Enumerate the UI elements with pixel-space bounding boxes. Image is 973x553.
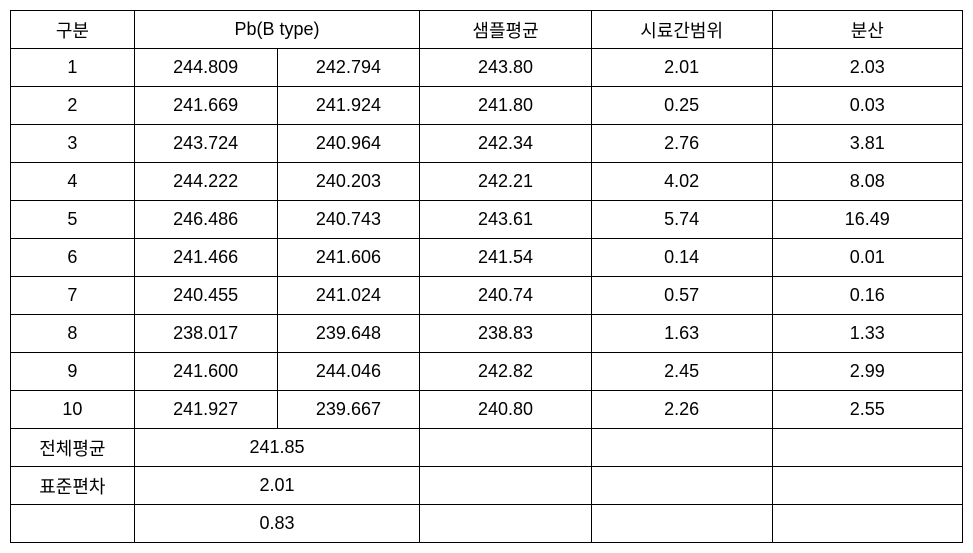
cell-avg: 238.83 [420,315,591,353]
table-row: 9 241.600 244.046 242.82 2.45 2.99 [11,353,963,391]
cell-var: 2.99 [772,353,962,391]
cell-range: 1.63 [591,315,772,353]
cell-pb2: 241.024 [277,277,420,315]
cell-avg: 243.80 [420,49,591,87]
cell-pb1: 241.669 [134,87,277,125]
cell-idx: 5 [11,201,135,239]
table-row: 5 246.486 240.743 243.61 5.74 16.49 [11,201,963,239]
cell-pb2: 241.606 [277,239,420,277]
cell-empty [420,505,591,543]
cell-range: 0.57 [591,277,772,315]
data-table: 구분 Pb(B type) 샘플평균 시료간범위 분산 1 244.809 24… [10,10,963,543]
cell-empty [420,467,591,505]
cell-empty [11,505,135,543]
cell-avg: 240.80 [420,391,591,429]
cell-pb1: 246.486 [134,201,277,239]
cell-range: 0.25 [591,87,772,125]
summary-row-extra: 0.83 [11,505,963,543]
cell-pb2: 242.794 [277,49,420,87]
cell-var: 0.16 [772,277,962,315]
cell-idx: 3 [11,125,135,163]
cell-pb1: 244.809 [134,49,277,87]
cell-pb2: 239.648 [277,315,420,353]
cell-range: 0.14 [591,239,772,277]
cell-empty [591,505,772,543]
cell-range: 2.01 [591,49,772,87]
header-row: 구분 Pb(B type) 샘플평균 시료간범위 분산 [11,11,963,49]
header-variance: 분산 [772,11,962,49]
cell-pb1: 238.017 [134,315,277,353]
cell-idx: 1 [11,49,135,87]
table-row: 2 241.669 241.924 241.80 0.25 0.03 [11,87,963,125]
cell-pb2: 239.667 [277,391,420,429]
cell-total-avg-value: 241.85 [134,429,420,467]
table-row: 6 241.466 241.606 241.54 0.14 0.01 [11,239,963,277]
cell-pb2: 241.924 [277,87,420,125]
cell-empty [772,429,962,467]
header-sample-avg: 샘플평균 [420,11,591,49]
cell-pb1: 244.222 [134,163,277,201]
cell-idx: 9 [11,353,135,391]
cell-extra-value: 0.83 [134,505,420,543]
table-row: 8 238.017 239.648 238.83 1.63 1.33 [11,315,963,353]
cell-avg: 242.82 [420,353,591,391]
cell-empty [591,467,772,505]
cell-pb1: 241.927 [134,391,277,429]
cell-avg: 240.74 [420,277,591,315]
cell-var: 8.08 [772,163,962,201]
cell-var: 0.03 [772,87,962,125]
header-sample-range: 시료간범위 [591,11,772,49]
header-pb-type: Pb(B type) [134,11,420,49]
cell-pb2: 240.203 [277,163,420,201]
cell-idx: 4 [11,163,135,201]
cell-range: 5.74 [591,201,772,239]
cell-range: 2.45 [591,353,772,391]
header-gubun: 구분 [11,11,135,49]
cell-pb1: 241.600 [134,353,277,391]
cell-idx: 2 [11,87,135,125]
cell-var: 2.55 [772,391,962,429]
cell-pb1: 243.724 [134,125,277,163]
cell-pb1: 241.466 [134,239,277,277]
cell-idx: 8 [11,315,135,353]
cell-pb2: 244.046 [277,353,420,391]
cell-avg: 241.54 [420,239,591,277]
table-row: 10 241.927 239.667 240.80 2.26 2.55 [11,391,963,429]
cell-empty [420,429,591,467]
table-body: 1 244.809 242.794 243.80 2.01 2.03 2 241… [11,49,963,543]
cell-idx: 6 [11,239,135,277]
summary-row-total-avg: 전체평균 241.85 [11,429,963,467]
table-row: 7 240.455 241.024 240.74 0.57 0.16 [11,277,963,315]
cell-var: 16.49 [772,201,962,239]
cell-idx: 7 [11,277,135,315]
table-row: 1 244.809 242.794 243.80 2.01 2.03 [11,49,963,87]
cell-var: 0.01 [772,239,962,277]
cell-total-avg-label: 전체평균 [11,429,135,467]
cell-pb2: 240.743 [277,201,420,239]
cell-empty [772,467,962,505]
cell-idx: 10 [11,391,135,429]
cell-pb1: 240.455 [134,277,277,315]
cell-var: 3.81 [772,125,962,163]
cell-pb2: 240.964 [277,125,420,163]
cell-range: 2.76 [591,125,772,163]
cell-avg: 243.61 [420,201,591,239]
cell-range: 4.02 [591,163,772,201]
cell-stddev-value: 2.01 [134,467,420,505]
cell-avg: 242.34 [420,125,591,163]
cell-stddev-label: 표준편차 [11,467,135,505]
table-row: 3 243.724 240.964 242.34 2.76 3.81 [11,125,963,163]
cell-range: 2.26 [591,391,772,429]
table-row: 4 244.222 240.203 242.21 4.02 8.08 [11,163,963,201]
cell-avg: 241.80 [420,87,591,125]
cell-avg: 242.21 [420,163,591,201]
cell-var: 1.33 [772,315,962,353]
cell-empty [591,429,772,467]
cell-empty [772,505,962,543]
summary-row-stddev: 표준편차 2.01 [11,467,963,505]
cell-var: 2.03 [772,49,962,87]
